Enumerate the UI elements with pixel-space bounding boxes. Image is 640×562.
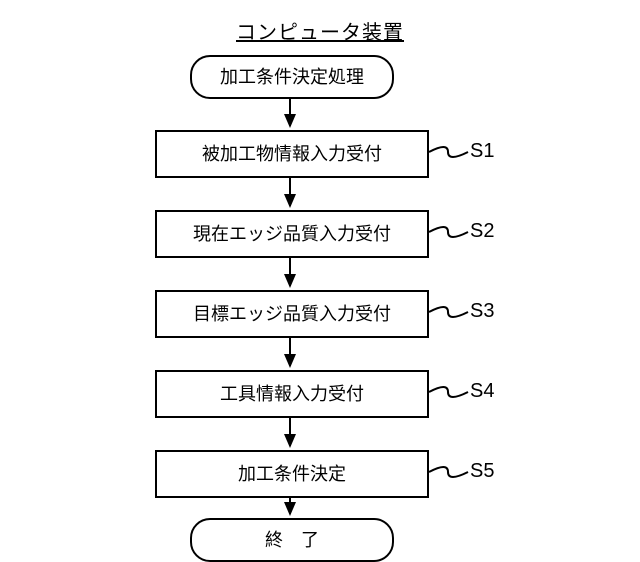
step-text: 現在エッジ品質入力受付 xyxy=(193,224,391,244)
start-terminal: 加工条件決定処理 xyxy=(190,55,394,99)
step-tag-s5: S5 xyxy=(470,460,494,483)
step-text: 加工条件決定 xyxy=(238,464,346,484)
start-label: 加工条件決定処理 xyxy=(220,67,364,87)
end-label: 終 了 xyxy=(265,530,319,550)
step-tag-s3: S3 xyxy=(470,300,494,323)
step-tag-s4: S4 xyxy=(470,380,494,403)
diagram-title: コンピュータ装置 xyxy=(0,16,640,45)
step-text: 目標エッジ品質入力受付 xyxy=(193,304,391,324)
step-box-s3: 目標エッジ品質入力受付 xyxy=(155,290,429,338)
step-box-s2: 現在エッジ品質入力受付 xyxy=(155,210,429,258)
step-tag-s2: S2 xyxy=(470,220,494,243)
end-terminal: 終 了 xyxy=(190,518,394,562)
step-box-s4: 工具情報入力受付 xyxy=(155,370,429,418)
step-box-s5: 加工条件決定 xyxy=(155,450,429,498)
step-text: 被加工物情報入力受付 xyxy=(202,144,382,164)
flowchart-canvas: コンピュータ装置 加工条件決定処理 被加工物情報入力受付 S1 現在エッジ品質入… xyxy=(0,0,640,557)
step-box-s1: 被加工物情報入力受付 xyxy=(155,130,429,178)
step-tag-s1: S1 xyxy=(470,140,494,163)
step-text: 工具情報入力受付 xyxy=(220,384,364,404)
